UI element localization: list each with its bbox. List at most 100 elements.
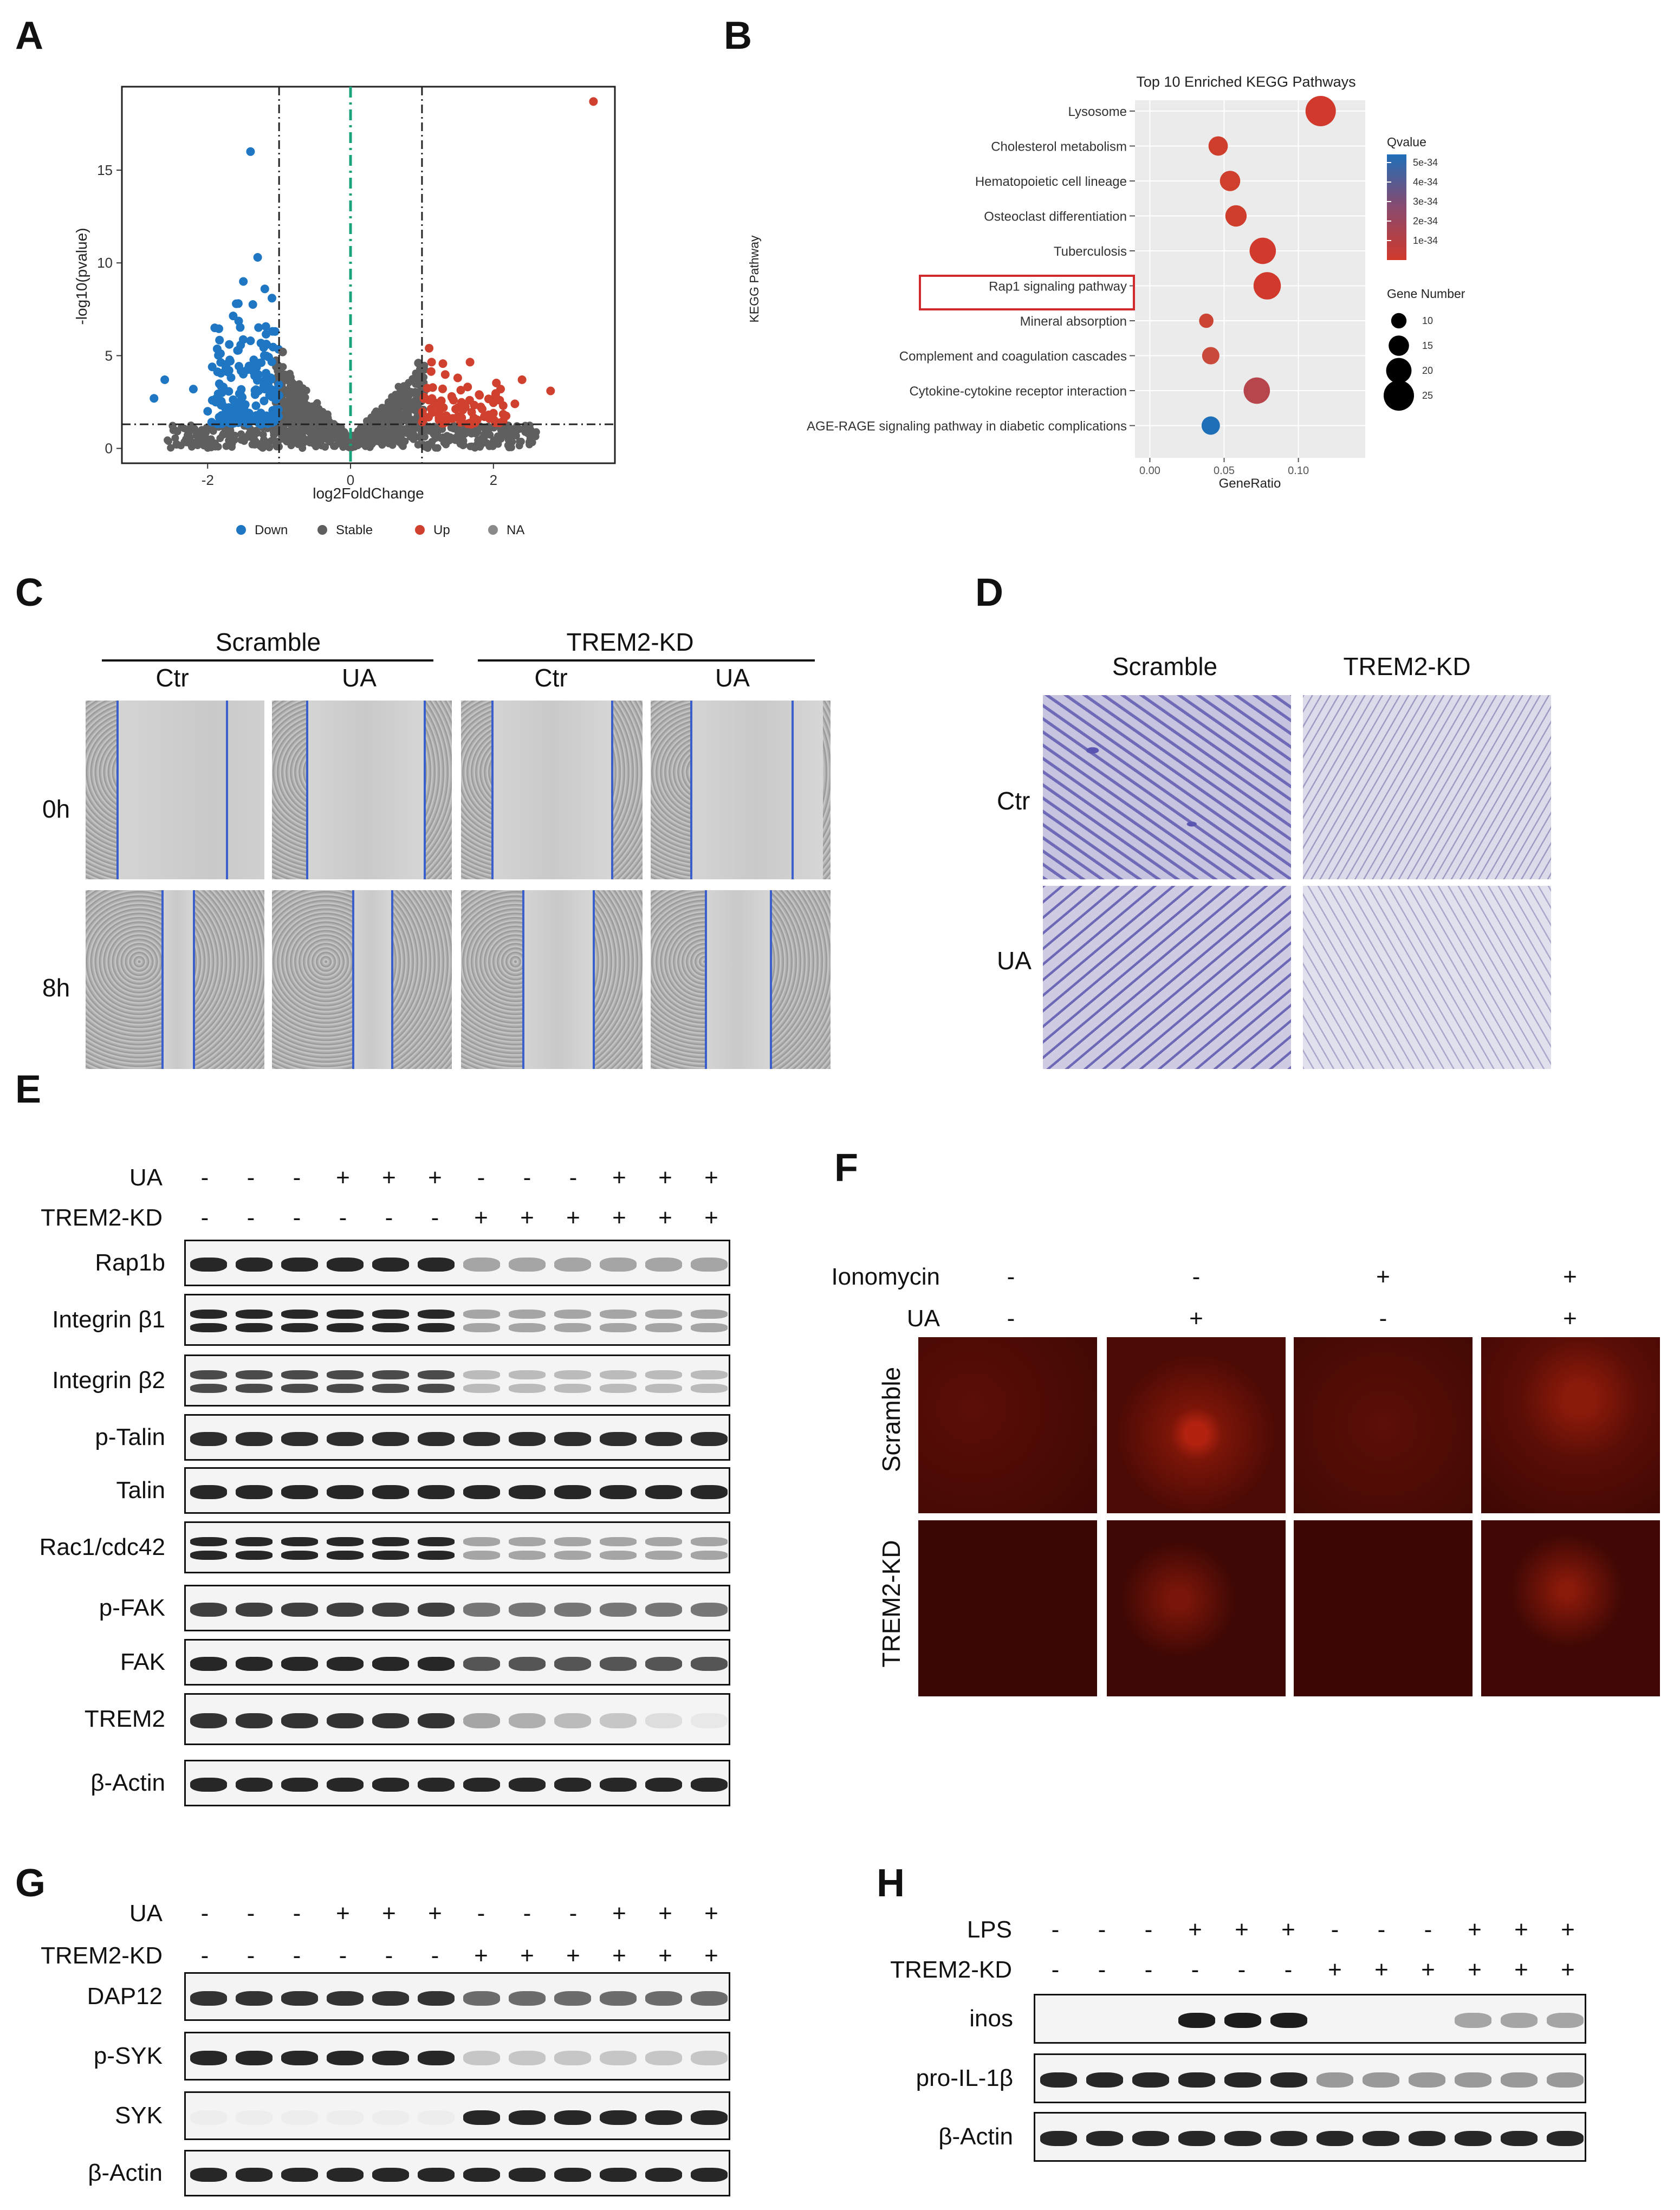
blot-band <box>327 2050 364 2065</box>
up-point <box>546 386 555 396</box>
down-point <box>229 419 238 427</box>
blot-band <box>645 2050 682 2065</box>
down-point <box>270 407 279 417</box>
blot-band <box>190 1537 227 1546</box>
kegg-dot <box>1201 416 1220 435</box>
blot-band <box>554 1603 591 1617</box>
f-ua-sign: - <box>1007 1305 1015 1332</box>
blot-band <box>372 1323 409 1332</box>
kegg-dot <box>1253 272 1281 300</box>
stable-point <box>406 405 414 413</box>
wound-image <box>651 701 831 879</box>
stable-point <box>324 433 332 441</box>
blot-band <box>554 2110 591 2125</box>
d-col-kd: TREM2-KD <box>1343 652 1471 681</box>
blot-image <box>184 2032 730 2081</box>
stable-point <box>301 393 309 401</box>
h-kd-sign: - <box>1191 1956 1199 1983</box>
c-group-scramble: Scramble <box>215 628 321 656</box>
transwell-image <box>1043 886 1291 1069</box>
blot-band <box>236 2168 273 2182</box>
down-point <box>160 375 170 384</box>
panel-letter-b: B <box>724 14 752 57</box>
blot-band <box>418 1778 455 1792</box>
fluorescence-image <box>1107 1337 1286 1513</box>
down-point <box>216 358 225 367</box>
stable-point <box>294 440 302 449</box>
wound-image <box>272 701 452 879</box>
blot-band <box>554 1384 591 1393</box>
stable-point <box>331 442 339 450</box>
blot-band <box>691 2110 728 2125</box>
legend-marker <box>415 525 425 535</box>
down-point <box>216 368 225 378</box>
e-ua-sign: - <box>523 1164 531 1191</box>
blot-band <box>1454 2131 1491 2146</box>
h-kd-sign: - <box>1237 1956 1246 1983</box>
blot-band <box>645 1384 682 1393</box>
up-point <box>442 411 451 420</box>
blot-band <box>372 1485 409 1499</box>
blot-label: inos <box>969 2005 1013 2032</box>
blot-band <box>691 1323 728 1332</box>
h-kd-sign: + <box>1374 1956 1389 1983</box>
up-point <box>510 399 520 409</box>
blot-band <box>509 1713 546 1729</box>
stable-point <box>250 433 258 441</box>
stable-point <box>187 422 195 429</box>
blot-image <box>184 1240 730 1286</box>
blot-band <box>509 2110 546 2125</box>
blot-band <box>1178 2013 1215 2028</box>
up-point <box>496 385 505 394</box>
blot-band <box>372 1384 409 1393</box>
wound-image <box>86 890 264 1069</box>
stable-point <box>505 444 513 451</box>
e-ua-sign: - <box>569 1164 578 1191</box>
stable-point <box>282 433 290 441</box>
panel-letter-d: D <box>975 571 1003 614</box>
size-legend-title: Gene Number <box>1387 287 1465 301</box>
transwell-image <box>1303 886 1551 1069</box>
h-kd-label: TREM2-KD <box>890 1956 1012 1983</box>
stable-point <box>384 405 392 413</box>
stable-point <box>382 414 391 423</box>
blot-band <box>418 2050 455 2065</box>
up-point <box>495 396 504 405</box>
stable-point <box>528 438 536 446</box>
blot-image <box>184 1354 730 1407</box>
stable-point <box>409 430 417 438</box>
e-ua-sign: - <box>293 1164 301 1191</box>
kegg-category-label: Lysosome <box>1068 105 1127 119</box>
h-lps-sign: + <box>1514 1916 1528 1943</box>
g-kd-sign: - <box>339 1942 347 1969</box>
blot-band <box>509 1537 546 1546</box>
blot-band <box>691 2050 728 2065</box>
up-point <box>438 384 447 393</box>
blot-band <box>190 2050 227 2065</box>
volcano-xlabel: log2FoldChange <box>313 485 424 502</box>
blot-band <box>327 1713 364 1729</box>
blot-band <box>190 1370 227 1379</box>
blot-band <box>645 1713 682 1729</box>
g-ua-sign: - <box>293 1900 301 1927</box>
volcano-ytick: 10 <box>97 255 113 271</box>
stable-point <box>168 422 177 430</box>
stable-point <box>395 391 403 399</box>
stable-point <box>295 414 303 422</box>
stable-point <box>203 424 211 432</box>
blot-band <box>418 1432 455 1446</box>
blot-band <box>554 1258 591 1272</box>
qvalue-tick: 3e-34 <box>1413 196 1438 207</box>
stable-point <box>476 443 484 451</box>
stable-point <box>382 423 390 431</box>
h-lps-sign: - <box>1144 1916 1153 1943</box>
wound-image <box>461 890 643 1069</box>
blot-band <box>691 1537 728 1546</box>
down-point <box>215 335 224 345</box>
up-point <box>465 358 475 367</box>
volcano-plot: -2 0 2 0 5 10 15 log2FoldChange -log10(pvalue… <box>73 86 616 537</box>
g-ua-sign: + <box>658 1900 672 1927</box>
stable-point <box>478 434 487 442</box>
e-ua-label: UA <box>129 1164 163 1191</box>
blot-band <box>327 1384 364 1393</box>
